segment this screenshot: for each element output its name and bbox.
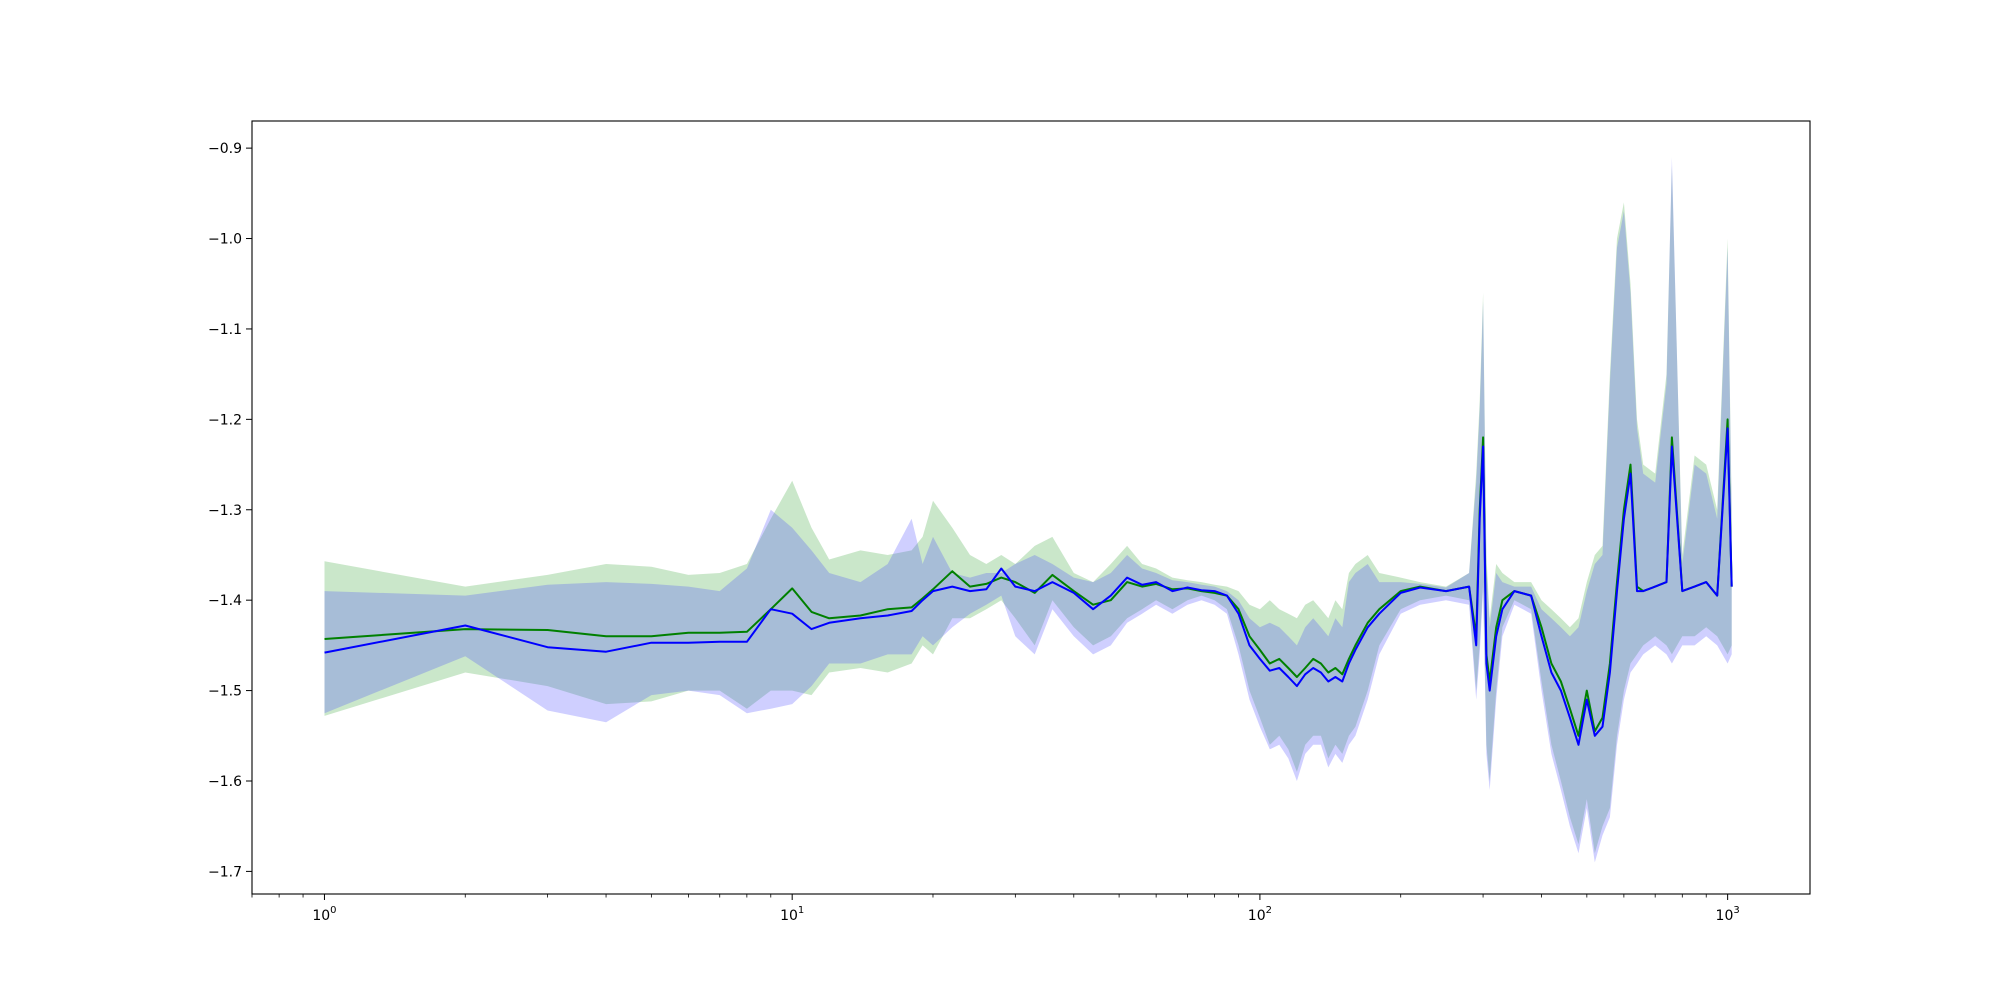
series-0-line xyxy=(324,418,1733,737)
confidence-bands xyxy=(324,157,1732,863)
y-tick-label: −0.9 xyxy=(208,141,242,157)
x-axis: 100 101 102 103 xyxy=(251,894,1740,924)
y-tick-label: −1.1 xyxy=(208,322,242,338)
y-tick-label: −1.3 xyxy=(208,503,242,519)
y-tick-label: −1.7 xyxy=(208,864,242,880)
y-tick-label: −1.6 xyxy=(208,774,242,790)
y-tick-label: −1.5 xyxy=(208,684,242,700)
y-tick-label: −1.4 xyxy=(208,593,242,609)
x-tick-label: 101 xyxy=(780,905,804,924)
y-tick-label: −1.0 xyxy=(208,232,242,248)
x-tick-label: 102 xyxy=(1248,905,1272,924)
y-tick-label: −1.2 xyxy=(208,412,242,428)
series-1-band xyxy=(324,157,1732,863)
x-tick-label: 100 xyxy=(312,905,336,924)
plot-frame xyxy=(251,120,1811,895)
y-axis: −0.9 −1.0 −1.1 −1.2 −1.3 −1.4 −1.5 −1.6 −1.7 xyxy=(208,141,252,880)
series-0-band xyxy=(324,166,1732,854)
x-tick-label: 103 xyxy=(1716,905,1740,924)
series-1-line xyxy=(324,427,1733,746)
series-lines xyxy=(324,418,1733,746)
